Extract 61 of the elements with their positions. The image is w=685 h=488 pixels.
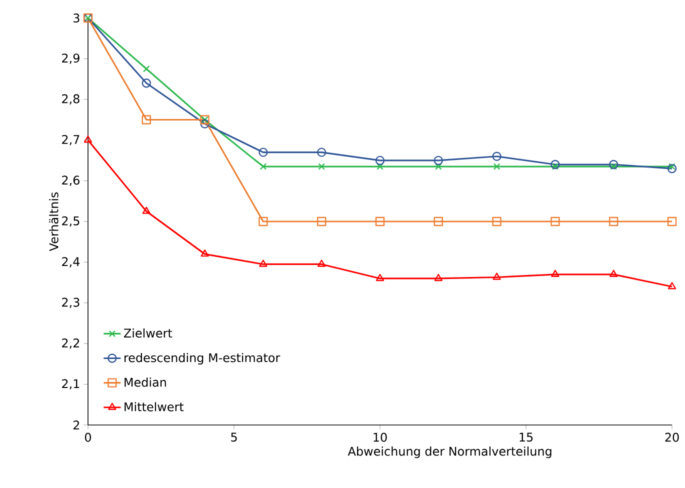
y-tick-label: 2,4	[62, 257, 80, 268]
point	[259, 260, 268, 267]
point	[142, 78, 151, 88]
point	[375, 156, 385, 166]
x-axis-title: Abweichung der Normalverteilung	[348, 446, 552, 458]
point	[200, 119, 210, 128]
x-tick-label: 0	[84, 432, 92, 442]
point	[434, 216, 443, 226]
y-tick-label: 2,5	[62, 216, 80, 227]
point	[667, 216, 677, 226]
point	[610, 163, 618, 170]
y-tick-label: 2,9	[62, 54, 80, 64]
x-tick-label: 5	[231, 432, 237, 442]
point	[318, 260, 326, 267]
y-tick-label: 2,6	[62, 176, 80, 186]
x-tick-label: 15	[520, 432, 533, 442]
point	[142, 65, 150, 72]
point	[318, 163, 326, 170]
point	[84, 136, 92, 143]
point	[493, 163, 500, 170]
y-tick-label: 2,1	[62, 379, 80, 390]
y-tick-label: 2,3	[62, 298, 80, 308]
y-tick-label: 2,8	[62, 94, 80, 105]
point	[434, 156, 443, 166]
y-tick-label: 2,7	[62, 134, 80, 146]
point	[317, 148, 326, 157]
y-tick-label: 3	[74, 13, 80, 23]
point	[492, 216, 502, 226]
point	[376, 274, 384, 282]
x-tick-label: 10	[374, 432, 387, 442]
point	[609, 160, 618, 170]
point	[552, 163, 559, 170]
point	[434, 163, 442, 170]
point	[375, 216, 385, 226]
point	[258, 148, 268, 157]
point	[492, 152, 502, 161]
point	[142, 115, 151, 124]
y-axis-title: Verhältnis	[49, 192, 58, 252]
point	[260, 163, 267, 170]
point	[317, 216, 326, 226]
point	[550, 216, 560, 226]
point	[609, 216, 618, 226]
legend-label: Median	[124, 378, 166, 387]
legend-label: Zielwert	[124, 328, 172, 338]
legend-label: Mittelwert	[124, 402, 184, 412]
y-tick-label: 2,2	[62, 338, 80, 349]
point	[550, 160, 560, 170]
x-tick-label: 20	[665, 432, 679, 442]
point	[434, 274, 442, 282]
point	[376, 163, 384, 170]
point	[258, 216, 268, 226]
point	[667, 164, 677, 174]
point	[142, 206, 150, 214]
point	[200, 249, 209, 257]
point	[610, 270, 618, 277]
point	[668, 163, 676, 170]
point	[668, 282, 676, 290]
point	[551, 270, 560, 277]
point	[492, 272, 501, 280]
y-tick-label: 2	[73, 420, 80, 430]
legend-label: redescending M-estimator	[124, 352, 280, 365]
